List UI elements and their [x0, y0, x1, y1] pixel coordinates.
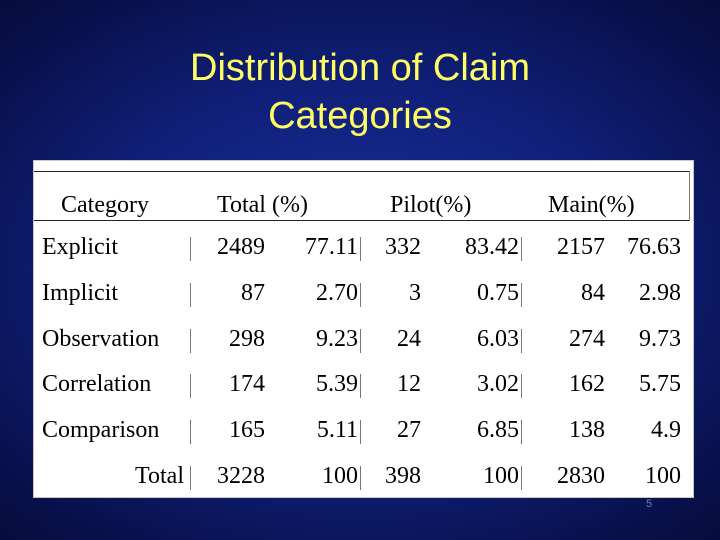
table-cell: 5.11 [316, 417, 358, 443]
header-total: Total (%) [217, 192, 308, 218]
table-cell: 274 [569, 326, 605, 352]
title-line-2: Categories [268, 95, 452, 137]
table-cell: 100 [645, 463, 681, 489]
row-category-label: Correlation [42, 371, 152, 397]
cell-separator [521, 374, 522, 398]
slide-title: Distribution of Claim Categories [0, 44, 720, 140]
table-cell: 9.23 [316, 326, 358, 352]
right-edge-rule [689, 171, 690, 221]
table-cell: 84 [581, 280, 605, 306]
cell-separator [360, 329, 361, 353]
cell-separator [360, 283, 361, 307]
row-category-label: Implicit [42, 280, 118, 306]
table-cell: 298 [229, 326, 265, 352]
header-main: Main(%) [548, 192, 635, 218]
table-cell: 6.03 [477, 326, 519, 352]
table-top-rule [34, 171, 689, 172]
cell-separator [360, 374, 361, 398]
table-cell: 2157 [557, 234, 605, 260]
cell-separator [190, 283, 191, 307]
claim-categories-table: Category Total (%) Pilot(%) Main(%) Expl… [33, 160, 694, 498]
table-cell: 83.42 [465, 234, 519, 260]
table-cell: 77.11 [304, 234, 358, 260]
table-cell: 6.85 [477, 417, 519, 443]
title-line-1: Distribution of Claim [190, 47, 530, 89]
table-cell: 3 [409, 280, 421, 306]
table-cell: 100 [322, 463, 358, 489]
table-cell: 4.9 [651, 417, 681, 443]
table-cell: 87 [241, 280, 265, 306]
table-cell: 398 [385, 463, 421, 489]
cell-separator [521, 329, 522, 353]
cell-separator [190, 420, 191, 444]
table-cell: 3228 [217, 463, 265, 489]
cell-separator [190, 466, 191, 490]
cell-separator [360, 420, 361, 444]
table-cell: 332 [385, 234, 421, 260]
table-cell: 76.63 [627, 234, 681, 260]
table-cell: 2830 [557, 463, 605, 489]
table-cell: 100 [483, 463, 519, 489]
row-category-label: Total [135, 463, 184, 489]
header-bottom-rule [34, 220, 689, 221]
table-cell: 9.73 [639, 326, 681, 352]
row-category-label: Observation [42, 326, 160, 352]
row-category-label: Comparison [42, 417, 160, 443]
cell-separator [360, 466, 361, 490]
table-cell: 165 [229, 417, 265, 443]
table-cell: 2.98 [639, 280, 681, 306]
header-category: Category [61, 192, 149, 218]
cell-separator [521, 237, 522, 261]
cell-separator [521, 466, 522, 490]
table-cell: 27 [397, 417, 421, 443]
cell-separator [521, 420, 522, 444]
cell-separator [190, 329, 191, 353]
cell-separator [190, 374, 191, 398]
table-cell: 2489 [217, 234, 265, 260]
cell-separator [521, 283, 522, 307]
table-cell: 12 [397, 371, 421, 397]
table-cell: 174 [229, 371, 265, 397]
header-pilot: Pilot(%) [390, 192, 472, 218]
table-cell: 138 [569, 417, 605, 443]
table-cell: 162 [569, 371, 605, 397]
table-cell: 5.75 [639, 371, 681, 397]
table-cell: 5.39 [316, 371, 358, 397]
cell-separator [360, 237, 361, 261]
slide-number: 5 [646, 498, 653, 510]
table-cell: 2.70 [316, 280, 358, 306]
cell-separator [190, 237, 191, 261]
table-cell: 3.02 [477, 371, 519, 397]
row-category-label: Explicit [42, 234, 118, 260]
table-cell: 0.75 [477, 280, 519, 306]
table-cell: 24 [397, 326, 421, 352]
